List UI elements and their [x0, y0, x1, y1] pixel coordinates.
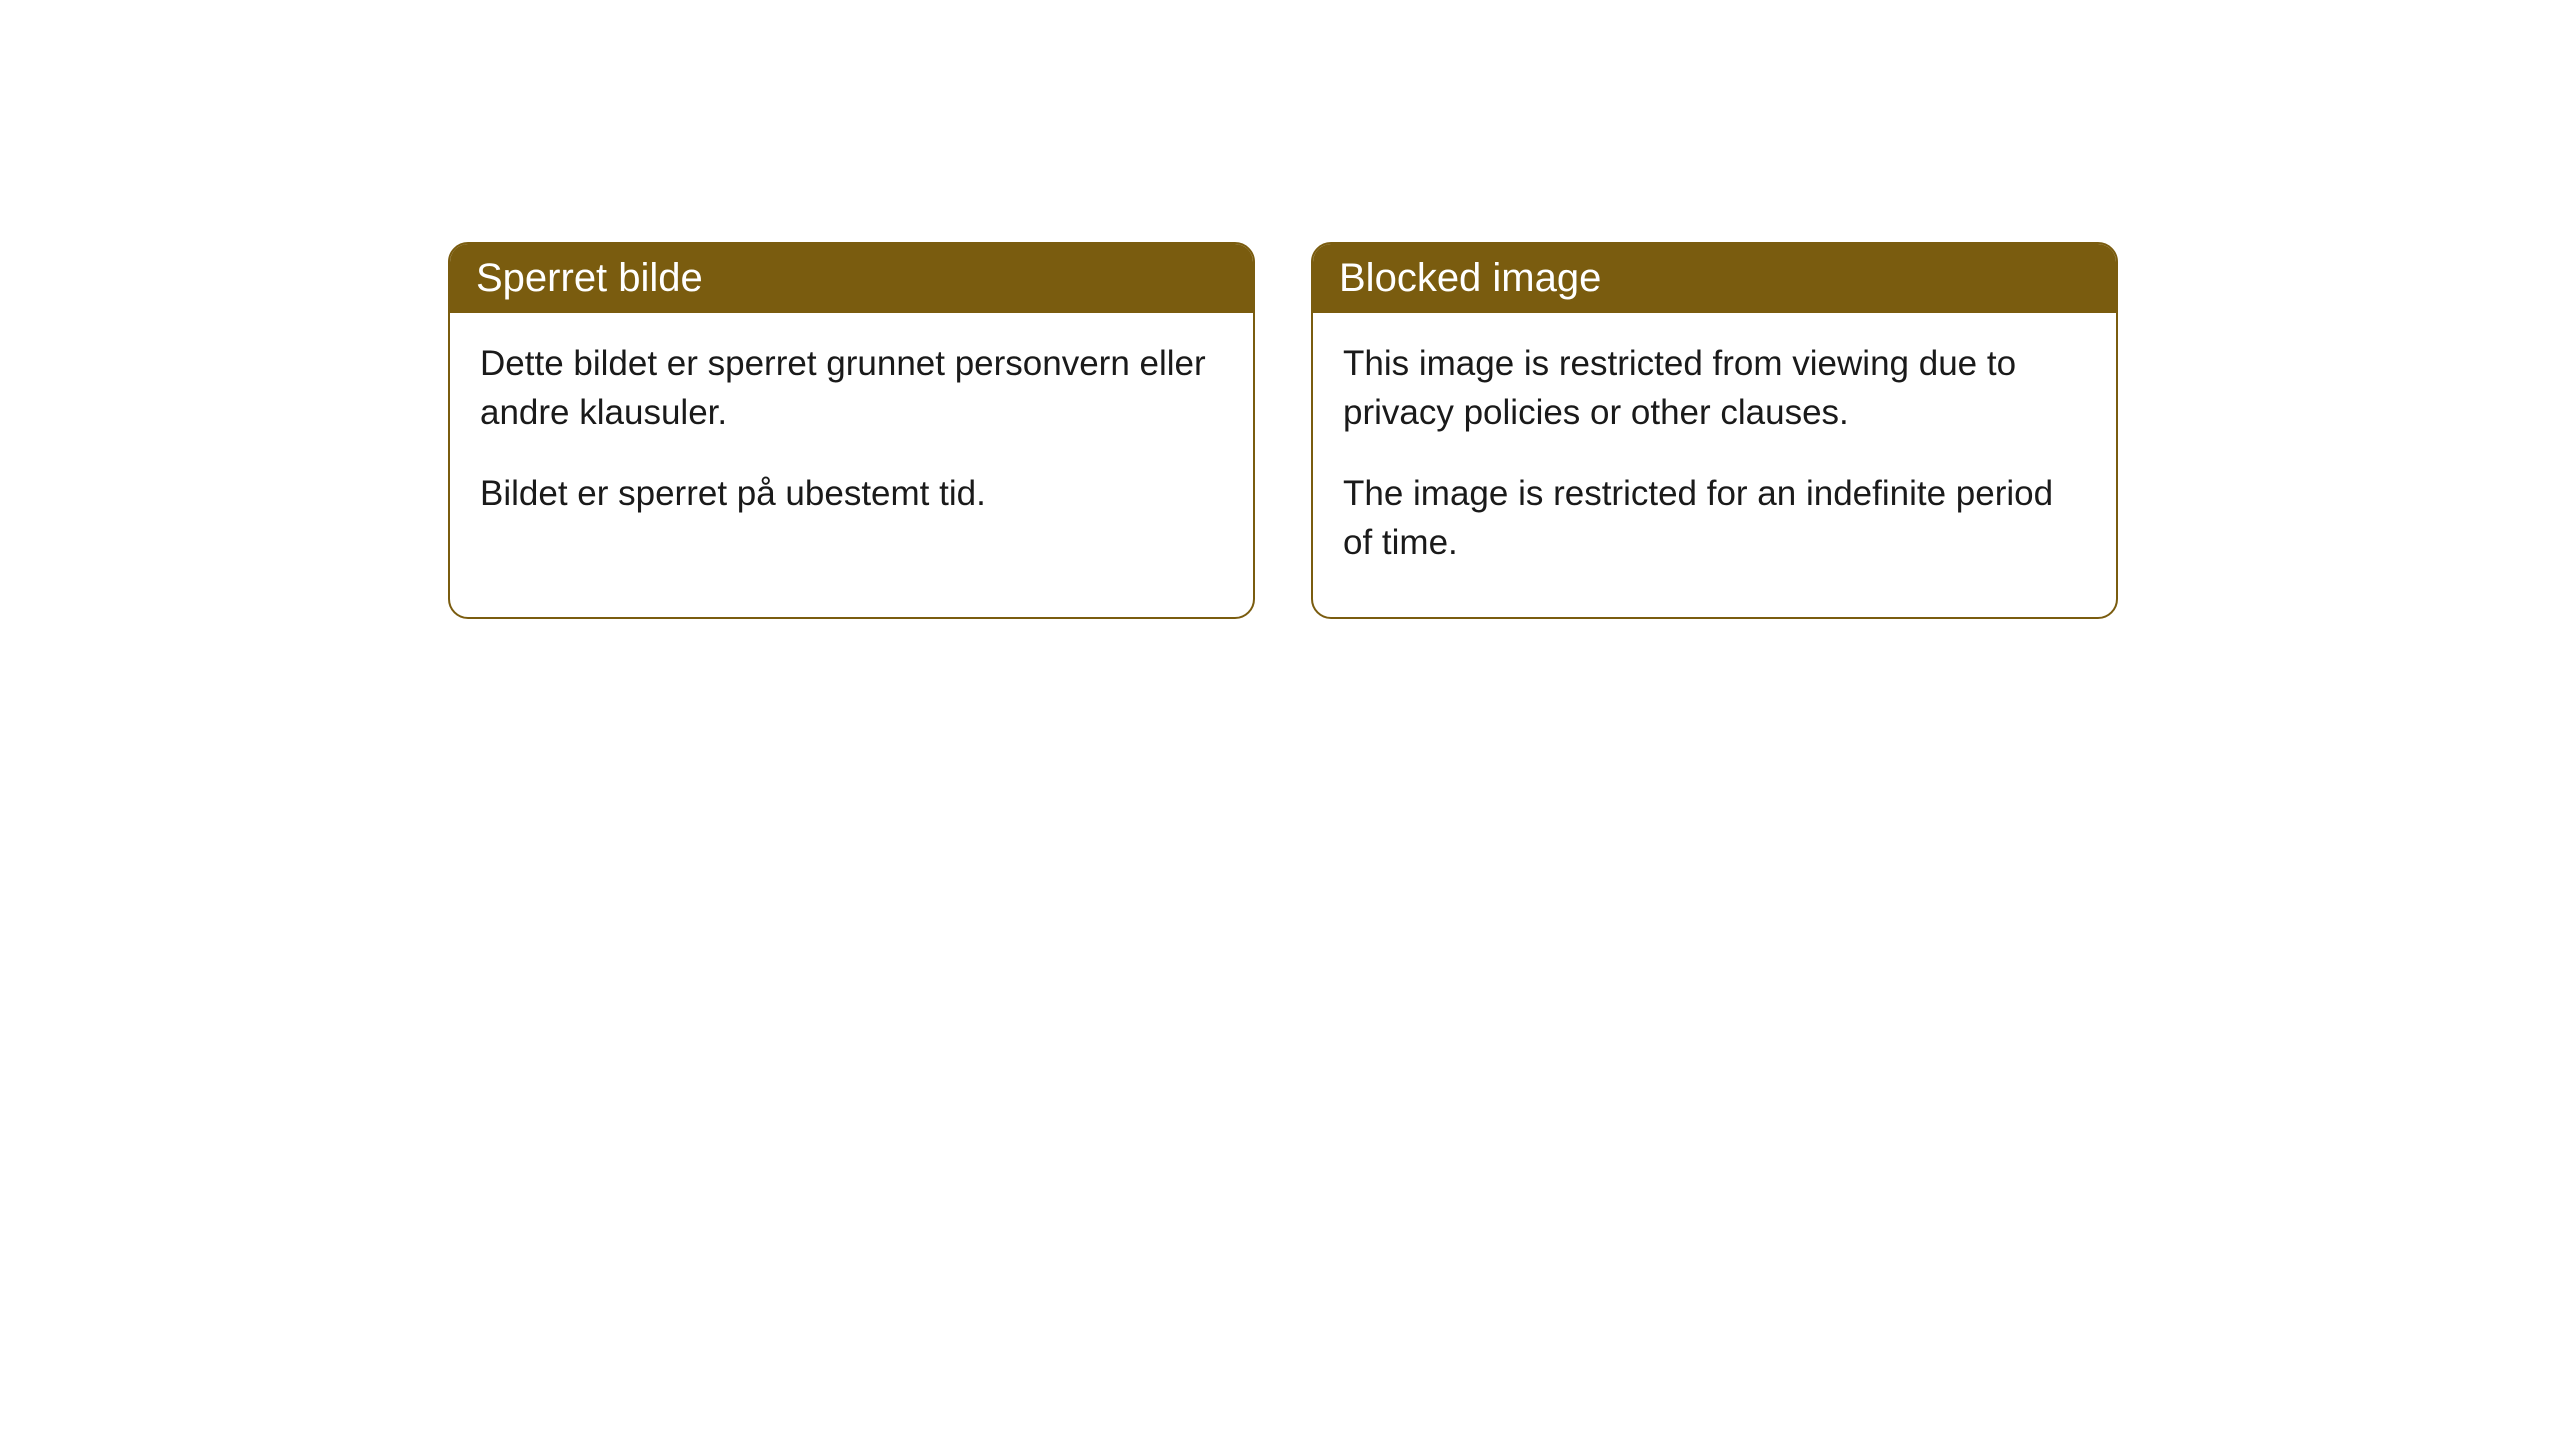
card-paragraph: This image is restricted from viewing du… — [1343, 339, 2086, 437]
card-body-norwegian: Dette bildet er sperret grunnet personve… — [450, 313, 1253, 568]
card-title: Blocked image — [1339, 256, 1601, 300]
card-body-english: This image is restricted from viewing du… — [1313, 313, 2116, 617]
card-paragraph: Bildet er sperret på ubestemt tid. — [480, 469, 1223, 518]
card-title: Sperret bilde — [476, 256, 703, 300]
notice-cards-container: Sperret bilde Dette bildet er sperret gr… — [448, 242, 2118, 619]
card-header-norwegian: Sperret bilde — [450, 244, 1253, 313]
card-paragraph: Dette bildet er sperret grunnet personve… — [480, 339, 1223, 437]
card-header-english: Blocked image — [1313, 244, 2116, 313]
notice-card-norwegian: Sperret bilde Dette bildet er sperret gr… — [448, 242, 1255, 619]
card-paragraph: The image is restricted for an indefinit… — [1343, 469, 2086, 567]
notice-card-english: Blocked image This image is restricted f… — [1311, 242, 2118, 619]
